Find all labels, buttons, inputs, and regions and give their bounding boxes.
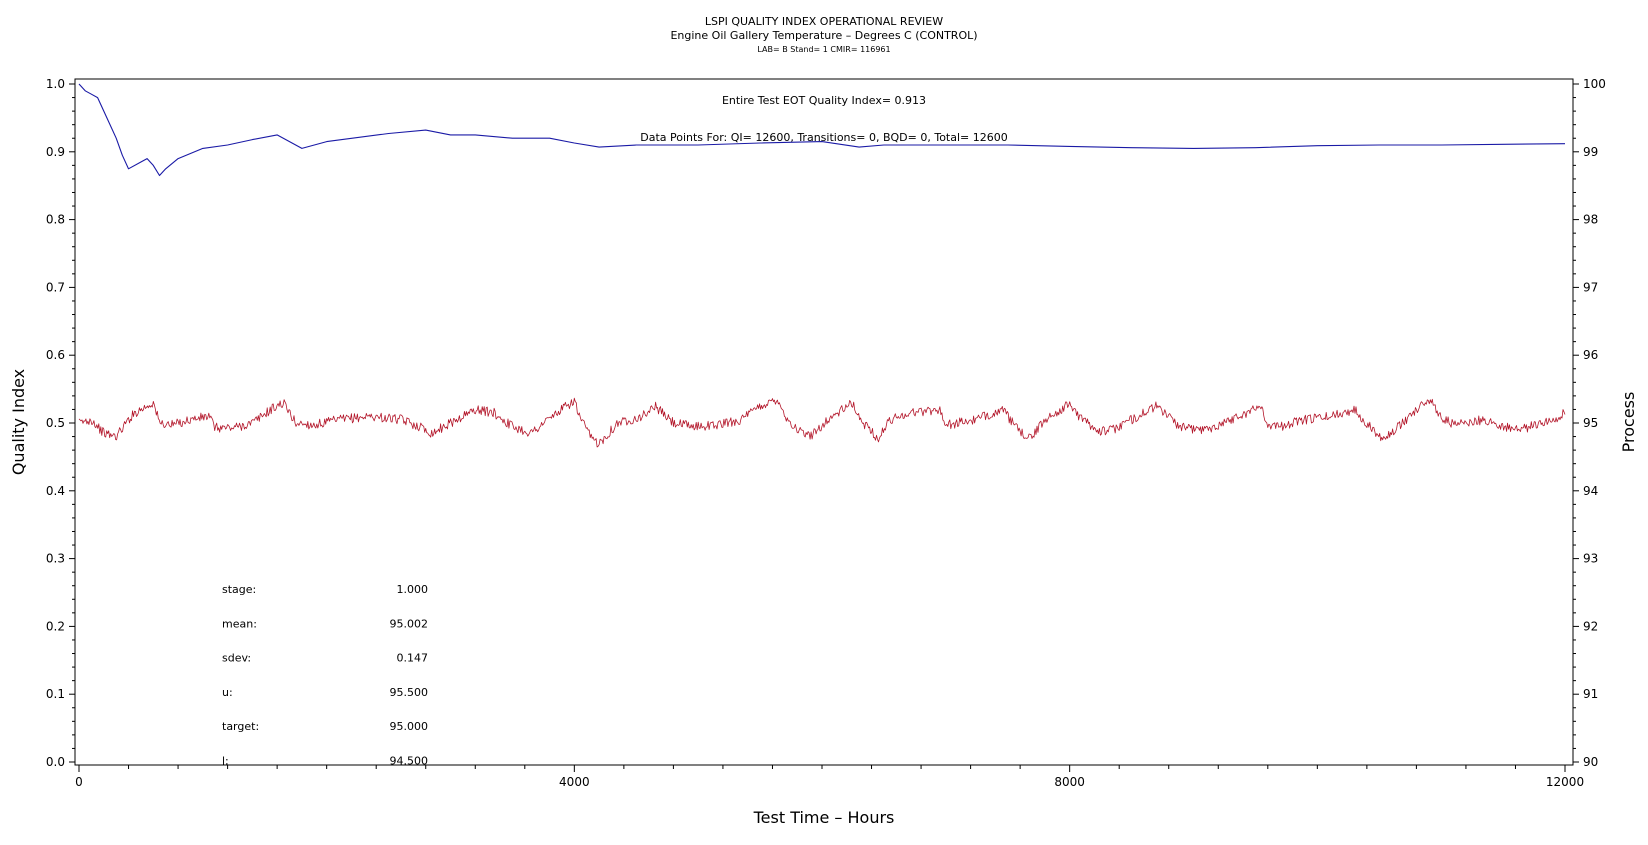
left-tick-label: 1.0 xyxy=(46,77,65,91)
left-tick-label: 0.4 xyxy=(46,484,65,498)
right-tick-label: 90 xyxy=(1583,755,1598,769)
right-tick-label: 96 xyxy=(1583,348,1598,362)
x-tick-label: 4000 xyxy=(559,775,590,789)
plot-frame xyxy=(74,78,1574,766)
right-tick-label: 98 xyxy=(1583,213,1598,227)
right-axis-ticks: 90 91 92 93 94 95 96 97 98 99 100 xyxy=(1573,77,1606,769)
left-tick-label: 0.0 xyxy=(46,755,65,769)
left-tick-label: 0.9 xyxy=(46,145,65,159)
series-layer xyxy=(78,83,1566,448)
stat-label: sdev: xyxy=(222,652,251,665)
eot-quality-annotation: Entire Test EOT Quality Index= 0.913 xyxy=(722,94,926,107)
x-tick-label: 0 xyxy=(75,775,83,789)
left-tick-label: 0.5 xyxy=(46,416,65,430)
left-tick-label: 0.1 xyxy=(46,687,65,701)
left-axis-label: Quality Index xyxy=(9,369,28,475)
stat-value: 95.000 xyxy=(390,720,429,733)
right-tick-label: 92 xyxy=(1583,619,1598,633)
right-tick-label: 93 xyxy=(1583,552,1598,566)
right-tick-label: 97 xyxy=(1583,280,1598,294)
stats-block: stage: 1.000 mean: 95.002 sdev: 0.147 u: 95.500… xyxy=(222,583,428,768)
x-axis-label: Test Time – Hours xyxy=(753,808,895,827)
right-tick-label: 100 xyxy=(1583,77,1606,91)
left-axis-ticks: 0.0 0.1 0.2 0.3 0.4 0.5 0.6 0.7 0.8 0.9 1.0 xyxy=(46,77,75,769)
stat-value: 95.002 xyxy=(390,617,429,630)
right-tick-label: 95 xyxy=(1583,416,1598,430)
stat-label: mean: xyxy=(222,617,257,630)
left-tick-label: 0.8 xyxy=(46,213,65,227)
stat-value: 0.147 xyxy=(397,652,429,665)
stat-label: target: xyxy=(222,720,259,733)
bottom-axis-ticks: 0 4000 8000 12000 xyxy=(75,765,1584,789)
stat-label: u: xyxy=(222,686,233,699)
chart-subtitle: Engine Oil Gallery Temperature – Degrees… xyxy=(670,29,977,42)
left-tick-label: 0.6 xyxy=(46,348,65,362)
data-points-annotation: Data Points For: QI= 12600, Transitions=… xyxy=(640,131,1008,144)
right-tick-label: 99 xyxy=(1583,145,1598,159)
x-tick-label: 12000 xyxy=(1546,775,1584,789)
x-tick-label: 8000 xyxy=(1054,775,1085,789)
left-tick-label: 0.3 xyxy=(46,552,65,566)
right-axis-label: Process xyxy=(1619,392,1638,453)
stat-value: 94.500 xyxy=(390,755,429,768)
quality-index-series-line xyxy=(78,83,1566,177)
right-tick-label: 91 xyxy=(1583,687,1598,701)
stat-value: 95.500 xyxy=(390,686,429,699)
stat-value: 1.000 xyxy=(397,583,429,596)
chart-title: LSPI QUALITY INDEX OPERATIONAL REVIEW xyxy=(705,15,943,28)
right-tick-label: 94 xyxy=(1583,484,1598,498)
stat-label: stage: xyxy=(222,583,256,596)
left-tick-label: 0.2 xyxy=(46,619,65,633)
left-tick-label: 0.7 xyxy=(46,280,65,294)
process-series-line xyxy=(78,397,1566,448)
chart-subsubtitle: LAB= B Stand= 1 CMIR= 116961 xyxy=(757,45,890,54)
stat-label: l: xyxy=(222,755,229,768)
